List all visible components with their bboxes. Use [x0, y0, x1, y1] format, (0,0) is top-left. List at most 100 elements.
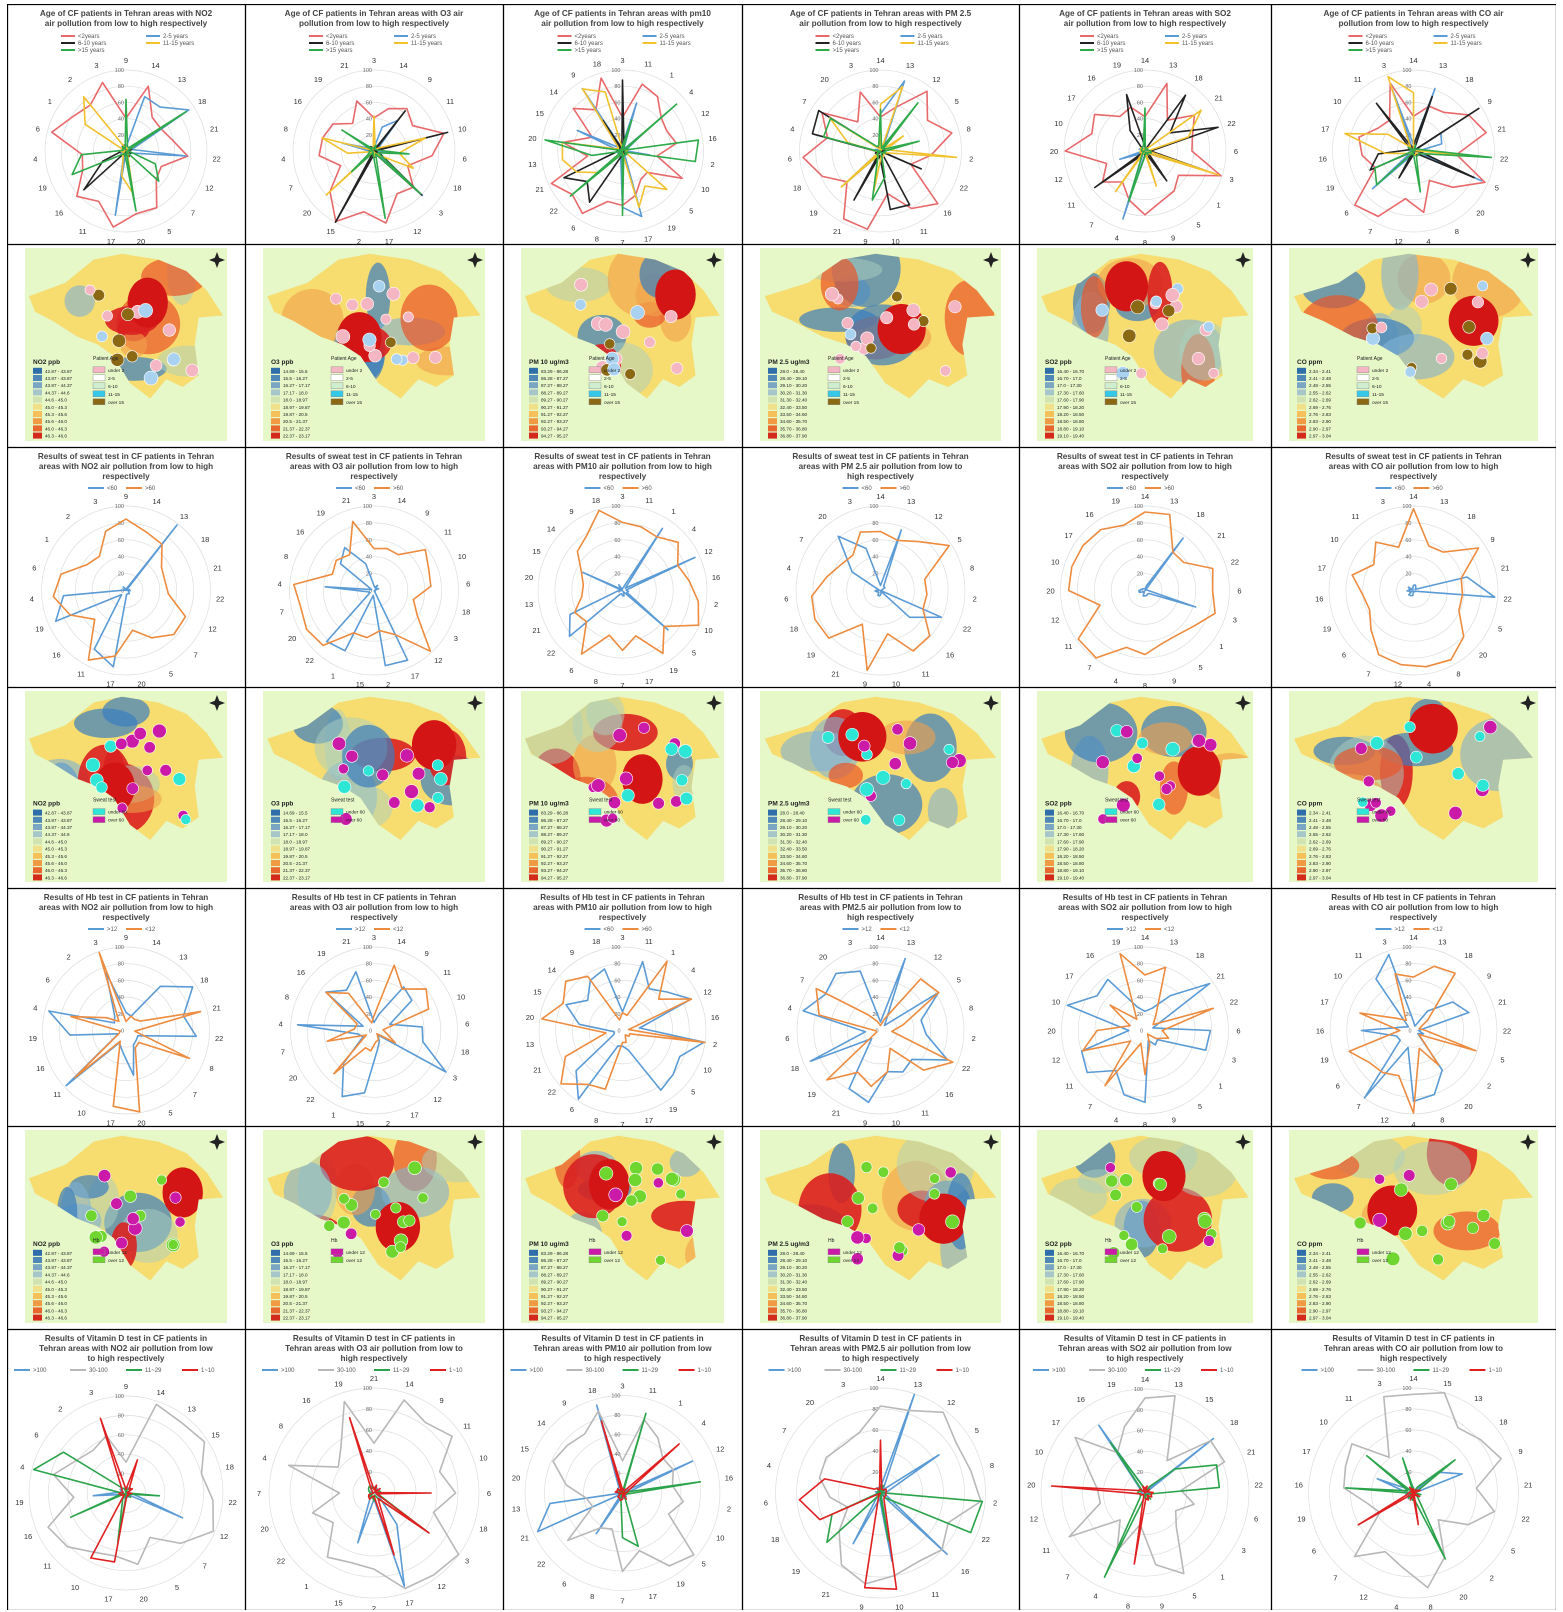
- patient-marker: [678, 744, 693, 759]
- category-label: 11: [53, 1090, 61, 1099]
- category-label: 4: [1093, 1592, 1097, 1601]
- radar-ring: [92, 996, 160, 1065]
- map-legend-class: 16.27 - 17.17: [283, 825, 311, 830]
- radial-tick-label: 80: [1405, 962, 1411, 968]
- radar-ring: [1094, 980, 1196, 1081]
- patient-marker: [1442, 1215, 1456, 1228]
- radar-series-line: [852, 1393, 948, 1563]
- patient-marker: [368, 348, 382, 363]
- patient-marker: [362, 765, 375, 777]
- radial-tick-label: 20: [872, 1470, 878, 1476]
- radial-tick-label: 60: [614, 538, 620, 544]
- figure-cell: PM 2.5 ug/m3 28.0 - 28.40 28.40 - 29.10 29.…: [742, 244, 1019, 447]
- patient-marker: [110, 1197, 123, 1210]
- map-group-label: 11-15: [108, 392, 120, 398]
- category-label: 9: [1491, 535, 1495, 544]
- category-label: 22: [213, 155, 221, 164]
- map-legend-class: 19.87 - 20.5: [283, 412, 308, 417]
- category-label: 6: [466, 579, 470, 588]
- category-label: 15: [211, 1430, 219, 1439]
- map-legend-swatch: [768, 816, 777, 823]
- radar-chart: Results of Vitamin D test in CF patients…: [257, 1334, 491, 1610]
- map-group-label: over 12: [108, 1258, 124, 1264]
- map-legend-title: O3 ppb: [271, 359, 293, 366]
- category-label: 15: [533, 988, 541, 997]
- legend-label: 11-15 years: [411, 41, 442, 47]
- patient-marker: [1375, 321, 1388, 334]
- map-legend-class: 16.70 - 17.0: [1057, 818, 1082, 823]
- map-legend-class: 34.60 - 35.70: [780, 1301, 808, 1306]
- figure-cell: NO2 ppb 42.87 - 43.87 43.87 - 43.87 43.87 -…: [7, 1126, 245, 1329]
- map-group-title: Hb: [331, 1238, 338, 1244]
- radar-ring: [58, 522, 194, 659]
- category-label: 22: [1230, 998, 1238, 1007]
- patient-marker: [169, 1191, 182, 1204]
- patient-marker: [407, 1160, 422, 1175]
- category-label: 22: [1503, 1027, 1511, 1036]
- map-legend-class: 36.80 - 37.90: [780, 1316, 808, 1321]
- map-group-swatch: [330, 808, 344, 815]
- category-label: 1: [671, 948, 675, 957]
- patient-marker: [1476, 1208, 1491, 1223]
- radial-tick-label: 40: [1405, 117, 1411, 123]
- category-label: 11: [1345, 1394, 1353, 1403]
- map-legend-swatch: [1297, 425, 1306, 432]
- category-label: 18: [771, 1535, 779, 1544]
- pollution-contour: [1138, 722, 1193, 756]
- radar-series-line: [296, 970, 447, 1098]
- patient-marker: [152, 723, 167, 739]
- map-legend-class: 86.28 - 87.27: [541, 1258, 569, 1263]
- category-label: 2: [713, 1040, 717, 1049]
- category-label: 20: [260, 1525, 268, 1534]
- map-legend-class: 44.37 - 44.6: [45, 390, 70, 395]
- pollution-hotspot: [411, 720, 457, 770]
- category-label: 7: [800, 975, 804, 984]
- category-label: 7: [799, 535, 803, 544]
- map-legend-swatch: [271, 838, 280, 845]
- category-label: 17: [1302, 1447, 1310, 1456]
- map-legend-swatch: [271, 403, 280, 410]
- category-label: 21: [1524, 1480, 1532, 1489]
- category-label: 3: [841, 1380, 845, 1389]
- patient-marker: [1357, 796, 1369, 808]
- map-legend-swatch: [33, 403, 42, 410]
- category-label: 16: [712, 573, 720, 582]
- radar-series-line: [573, 509, 700, 655]
- map-legend-class: 45.0 - 45.3: [45, 847, 67, 852]
- radar-series-line: [802, 90, 953, 230]
- radial-tick-label: 80: [1405, 1407, 1411, 1413]
- category-label: 9: [562, 1399, 566, 1408]
- map-legend-swatch: [33, 425, 42, 432]
- category-label: 18: [790, 624, 798, 633]
- category-label: 18: [479, 1525, 487, 1534]
- map-group-swatch: [330, 816, 344, 823]
- radial-tick-label: 100: [115, 68, 124, 74]
- chart-subtitle: Tehran areas with O3 air pollution from …: [285, 1344, 463, 1353]
- category-label: 17: [104, 1595, 112, 1604]
- patient-marker: [88, 1230, 103, 1245]
- radial-tick-label: 40: [614, 1452, 620, 1458]
- map-legend-swatch: [768, 809, 777, 816]
- map-group-label: over 60: [1120, 818, 1136, 824]
- map-legend-class: 45.6 - 46.0: [45, 419, 67, 424]
- patient-marker: [180, 814, 192, 825]
- map-legend-class: 43.87 - 44.37: [45, 383, 73, 388]
- map-group-label: under 60: [1120, 810, 1139, 816]
- map-legend-class: 2.41 - 2.48: [1309, 818, 1331, 823]
- map-legend-swatch: [33, 824, 42, 830]
- map-legend-swatch: [33, 418, 42, 425]
- category-label: 4: [767, 1461, 771, 1470]
- map-legend-swatch: [1045, 367, 1054, 374]
- north-arrow-icon: [1520, 1139, 1536, 1145]
- category-label: 22: [215, 1034, 223, 1043]
- map-legend-title: PM 2.5 ug/m3: [768, 1241, 810, 1248]
- category-label: 2: [357, 237, 361, 244]
- category-label: 21: [536, 185, 544, 194]
- category-label: 20: [1464, 1102, 1472, 1111]
- category-label: 11: [920, 227, 928, 236]
- legend-label: >12: [862, 927, 873, 933]
- map-legend-class: 17.0 - 17.30: [1057, 825, 1082, 830]
- category-label: 4: [790, 125, 794, 134]
